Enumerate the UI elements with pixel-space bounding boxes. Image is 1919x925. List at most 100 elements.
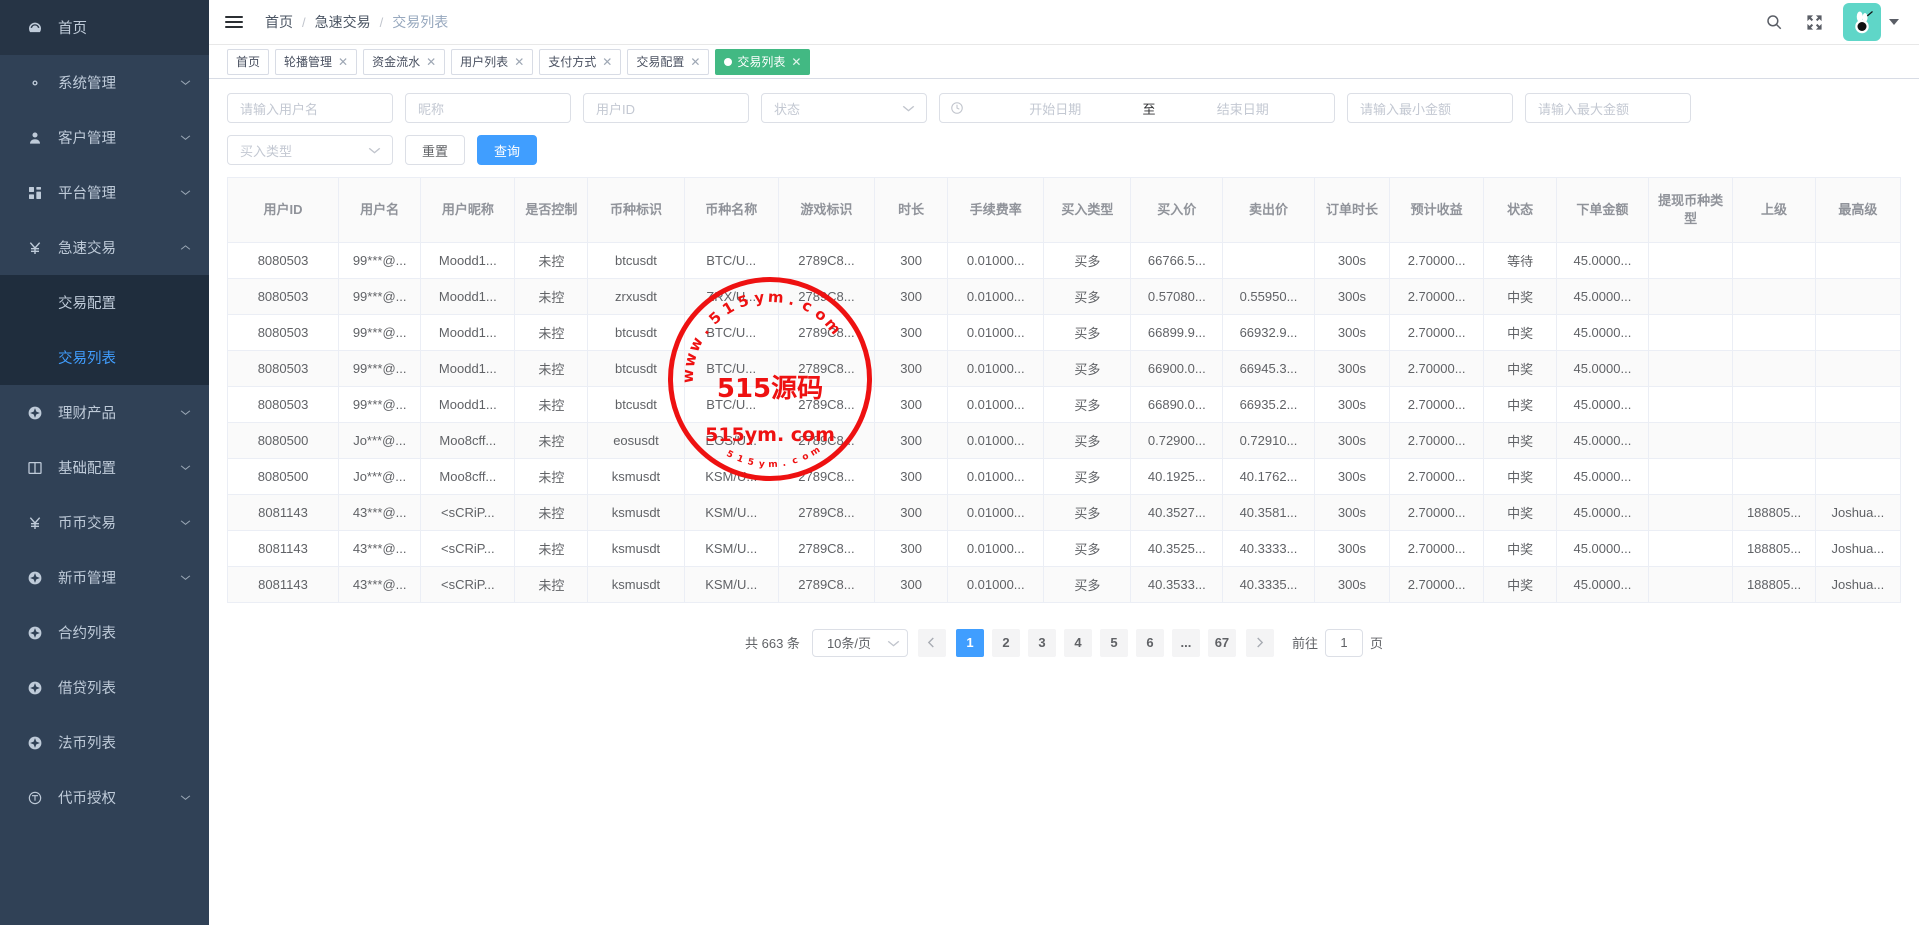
tab-item-6[interactable]: 交易配置 ✕ xyxy=(627,48,710,75)
tab-item-2[interactable]: 轮播管理 ✕ xyxy=(275,48,358,75)
breadcrumb-separator: / xyxy=(379,14,384,30)
pagination-page-4[interactable]: 4 xyxy=(1063,628,1092,657)
table-row[interactable]: 8081143 43***@... <sCRiP... 未控 ksmusdt KSM/U.… xyxy=(228,566,1900,603)
cell-uid: 8080503 xyxy=(228,242,340,279)
pagination-page-...[interactable]: ... xyxy=(1171,628,1200,657)
max-amount-placeholder: 请输入最大金额 xyxy=(1538,101,1630,117)
cell-buy_price: 40.3527... xyxy=(1130,494,1224,531)
tab-item-3[interactable]: 资金流水 ✕ xyxy=(363,48,446,75)
table-row[interactable]: 8080503 99***@... Moodd1... 未控 btcusdt BTC/U.… xyxy=(228,314,1900,351)
chevron-down-icon xyxy=(180,188,191,198)
cell-buy_price: 40.3533... xyxy=(1130,566,1224,603)
yen-icon xyxy=(24,240,46,256)
search-button[interactable]: 查询 xyxy=(477,135,538,165)
buy-type-select[interactable]: 买入类型 xyxy=(227,135,393,165)
status-select[interactable]: 状态 xyxy=(761,93,927,123)
cell-game_id: 2789C8... xyxy=(778,314,876,351)
sidebar-item-12[interactable]: 法币列表 xyxy=(0,715,209,770)
cell-coin_id: ksmusdt xyxy=(587,494,685,531)
max-amount-input[interactable]: 请输入最大金额 xyxy=(1525,93,1691,123)
cell-top xyxy=(1815,422,1900,459)
close-icon[interactable]: ✕ xyxy=(690,54,701,69)
table-row[interactable]: 8081143 43***@... <sCRiP... 未控 ksmusdt KSM/U.… xyxy=(228,530,1900,567)
tab-item-5[interactable]: 支付方式 ✕ xyxy=(539,48,622,75)
cell-top xyxy=(1815,314,1900,351)
cell-coin_id: btcusdt xyxy=(587,314,685,351)
sidebar-item-6[interactable]: 理财产品 xyxy=(0,385,209,440)
sidebar-item-10[interactable]: 合约列表 xyxy=(0,605,209,660)
cell-coin_name: KSM/U... xyxy=(684,494,779,531)
search-icon[interactable] xyxy=(1763,11,1785,33)
table-row[interactable]: 8080503 99***@... Moodd1... 未控 btcusdt BTC/U.… xyxy=(228,242,1900,279)
sidebar-item-11[interactable]: 借贷列表 xyxy=(0,660,209,715)
date-end-input[interactable]: 结束日期 xyxy=(1216,101,1269,117)
pagination-page-67[interactable]: 67 xyxy=(1207,628,1236,657)
sidebar-item-label: 首页 xyxy=(58,21,87,37)
cell-coin_name: KSM/U... xyxy=(684,458,779,495)
grid-icon xyxy=(24,185,46,201)
sidebar-item-5[interactable]: 急速交易 xyxy=(0,220,209,275)
sidebar-subitem-1[interactable]: 交易配置 xyxy=(0,275,209,330)
pagination-page-6[interactable]: 6 xyxy=(1135,628,1164,657)
hamburger-icon[interactable] xyxy=(225,11,247,33)
close-icon[interactable]: ✕ xyxy=(514,54,525,69)
min-amount-input[interactable]: 请输入最小金额 xyxy=(1347,93,1513,123)
userid-input[interactable]: 用户ID xyxy=(583,93,749,123)
fullscreen-icon[interactable] xyxy=(1803,11,1825,33)
table-row[interactable]: 8080503 99***@... Moodd1... 未控 zrxusdt ZRX/U.… xyxy=(228,278,1900,315)
sidebar-item-label: 合约列表 xyxy=(58,626,116,642)
breadcrumb-item-home[interactable]: 首页 xyxy=(265,14,293,30)
yen-icon xyxy=(24,515,46,531)
close-icon[interactable]: ✕ xyxy=(791,54,802,69)
nickname-input[interactable]: 昵称 xyxy=(405,93,571,123)
table-header-row: 用户ID 用户名 用户昵称 是否控制 币种标识 币种名称 游戏标识 时长 手续费率 买入类型 买入价… xyxy=(228,178,1900,243)
cell-buy_type: 买多 xyxy=(1043,566,1132,603)
table-row[interactable]: 8080503 99***@... Moodd1... 未控 btcusdt BTC/U.… xyxy=(228,386,1900,423)
date-range-picker[interactable]: 开始日期 至 结束日期 xyxy=(939,93,1335,123)
close-icon[interactable]: ✕ xyxy=(338,54,349,69)
avatar xyxy=(1843,3,1881,41)
tab-item-1[interactable]: 首页 xyxy=(227,48,270,75)
table-header-cell-16: 下单金额 xyxy=(1556,178,1649,243)
table-row[interactable]: 8080500 Jo***@... Moo8cff... 未控 ksmusdt KSM/U… xyxy=(228,458,1900,495)
cell-fee_rate: 0.01000... xyxy=(947,566,1045,603)
cell-parent: 188805... xyxy=(1732,566,1816,603)
cell-control: 未控 xyxy=(514,566,589,603)
sidebar-subitem-2[interactable]: 交易列表 xyxy=(0,330,209,385)
table-header-cell-8: 时长 xyxy=(874,178,949,243)
sidebar-item-3[interactable]: 客户管理 xyxy=(0,110,209,165)
pagination-next-button[interactable] xyxy=(1245,628,1274,657)
cell-sell_price: 66932.9... xyxy=(1222,314,1315,351)
pagination-page-1[interactable]: 1 xyxy=(955,628,984,657)
pagination-page-5[interactable]: 5 xyxy=(1099,628,1128,657)
tab-label: 支付方式 xyxy=(548,55,597,69)
sidebar-item-label: 理财产品 xyxy=(58,406,116,422)
close-icon[interactable]: ✕ xyxy=(426,54,437,69)
page-size-select[interactable]: 10条/页 xyxy=(811,628,908,657)
pagination-prev-button[interactable] xyxy=(917,628,946,657)
table-row[interactable]: 8080500 Jo***@... Moo8cff... 未控 eosusdt EOS/U… xyxy=(228,422,1900,459)
sidebar-item-9[interactable]: 新币管理 xyxy=(0,550,209,605)
chevron-down-icon xyxy=(180,518,191,528)
date-start-input[interactable]: 开始日期 xyxy=(1029,101,1082,117)
table-row[interactable]: 8080503 99***@... Moodd1... 未控 btcusdt BTC/U.… xyxy=(228,350,1900,387)
pagination-page-2[interactable]: 2 xyxy=(991,628,1020,657)
tab-item-7[interactable]: 交易列表 ✕ xyxy=(715,48,811,75)
pagination-jump-input[interactable]: 1 xyxy=(1324,628,1363,657)
breadcrumb-item-fast-trade[interactable]: 急速交易 xyxy=(314,14,371,30)
sidebar-item-4[interactable]: 平台管理 xyxy=(0,165,209,220)
sidebar-item-13[interactable]: 代币授权 xyxy=(0,770,209,825)
sidebar-item-8[interactable]: 币币交易 xyxy=(0,495,209,550)
gear-icon xyxy=(24,75,46,91)
avatar-menu[interactable] xyxy=(1843,3,1899,41)
chevron-down-icon xyxy=(368,143,381,157)
tab-item-4[interactable]: 用户列表 ✕ xyxy=(451,48,534,75)
username-input[interactable]: 请输入用户名 xyxy=(227,93,393,123)
sidebar-item-2[interactable]: 系统管理 xyxy=(0,55,209,110)
reset-button[interactable]: 重置 xyxy=(405,135,466,165)
sidebar-item-1[interactable]: 首页 xyxy=(0,0,209,55)
close-icon[interactable]: ✕ xyxy=(602,54,613,69)
table-row[interactable]: 8081143 43***@... <sCRiP... 未控 ksmusdt KSM/U.… xyxy=(228,494,1900,531)
pagination-page-3[interactable]: 3 xyxy=(1027,628,1056,657)
sidebar-item-7[interactable]: 基础配置 xyxy=(0,440,209,495)
